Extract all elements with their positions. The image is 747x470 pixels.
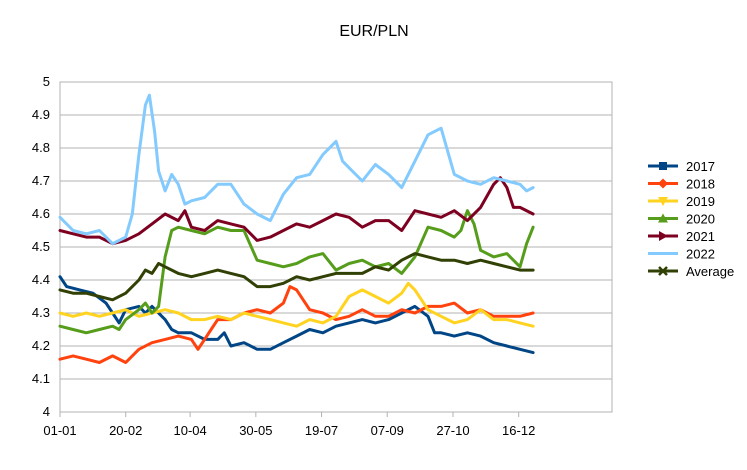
y-tick-label: 5: [43, 74, 50, 89]
y-tick-label: 4.9: [32, 107, 50, 122]
legend-label: 2019: [686, 194, 715, 209]
legend: 2017 2018 2019 2020 2021 2022 Average: [648, 159, 734, 279]
x-axis-ticks: 01-01 20-02 10-04 30-05 19-07 07-09 27-10 16-12: [43, 412, 535, 438]
legend-item-2019: 2019: [648, 194, 715, 209]
y-axis-ticks: 4 4.1 4.2 4.3 4.4 4.5 4.6 4.7 4.8 4.9 5: [32, 74, 50, 419]
x-tick-label: 07-09: [371, 423, 404, 438]
y-tick-label: 4.1: [32, 371, 50, 386]
legend-label: 2021: [686, 229, 715, 244]
chart-title: EUR/PLN: [339, 23, 408, 40]
legend-marker: [658, 197, 668, 206]
series-line-average: [58, 252, 535, 302]
legend-marker: [659, 162, 667, 170]
legend-item-2021: 2021: [648, 229, 715, 244]
x-tick-label: 19-07: [305, 423, 338, 438]
y-tick-label: 4.3: [32, 305, 50, 320]
series-lines: [58, 93, 535, 364]
legend-item-2017: 2017: [648, 159, 715, 174]
y-tick-label: 4.7: [32, 173, 50, 188]
y-tick-label: 4.4: [32, 272, 50, 287]
x-tick-label: 30-05: [239, 423, 272, 438]
legend-label: 2017: [686, 159, 715, 174]
x-tick-label: 10-04: [173, 423, 206, 438]
legend-label: 2020: [686, 212, 715, 227]
x-tick-label: 16-12: [502, 423, 535, 438]
x-tick-label: 27-10: [436, 423, 469, 438]
legend-item-average: Average: [648, 264, 734, 279]
y-tick-label: 4.5: [32, 239, 50, 254]
legend-label: 2022: [686, 247, 715, 262]
legend-marker: [658, 213, 668, 223]
series-line-2019: [58, 281, 535, 328]
series-line-2022: [58, 93, 535, 246]
legend-label: 2018: [686, 177, 715, 192]
legend-marker: [658, 266, 668, 276]
series-line-2021: [58, 176, 535, 246]
x-tick-label: 20-02: [109, 423, 142, 438]
series-line-2018: [58, 285, 535, 364]
legend-marker: [659, 231, 668, 241]
y-tick-label: 4: [43, 404, 50, 419]
legend-label: Average: [686, 264, 734, 279]
y-tick-label: 4.2: [32, 338, 50, 353]
series-line-2020: [58, 209, 535, 335]
legend-marker: [658, 178, 668, 189]
legend-item-2018: 2018: [648, 177, 715, 192]
legend-item-2022: 2022: [648, 247, 715, 262]
legend-item-2020: 2020: [648, 212, 715, 227]
plot-area: [59, 81, 613, 413]
y-tick-label: 4.6: [32, 206, 50, 221]
y-tick-label: 4.8: [32, 140, 50, 155]
x-tick-label: 01-01: [43, 423, 76, 438]
